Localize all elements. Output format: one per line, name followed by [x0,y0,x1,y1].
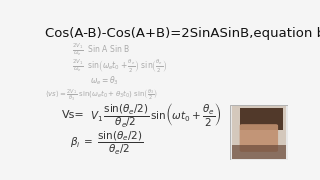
Bar [232,145,285,159]
Text: $\frac{2V_1}{\omega_e}$  $\sin\!\left(\omega_e t_0 + \frac{\theta_e}{2}\right)$ : $\frac{2V_1}{\omega_e}$ $\sin\!\left(\om… [72,57,168,75]
Text: $\omega_e = \theta_3$: $\omega_e = \theta_3$ [90,75,118,87]
Text: $V_1\,\dfrac{\sin(\theta_e/2)}{\theta_e/2}\,\sin\!\left(\omega t_0 + \dfrac{\the: $V_1\,\dfrac{\sin(\theta_e/2)}{\theta_e/… [90,101,221,130]
FancyBboxPatch shape [240,124,278,152]
Text: $\langle vs \rangle = \frac{2V_1}{\theta_3}$ $\sin\!\left(\omega_e t_0 + \theta_: $\langle vs \rangle = \frac{2V_1}{\theta… [45,87,158,103]
Bar [230,105,288,160]
Text: $\frac{2V_1}{\omega_e}$  Sin A Sin B: $\frac{2V_1}{\omega_e}$ Sin A Sin B [72,41,130,58]
Bar [232,106,285,159]
Bar [240,107,283,130]
Text: Vs=: Vs= [62,110,85,120]
Text: $\beta_i \;=\; \dfrac{\sin(\theta_e/2)}{\theta_e/2}$: $\beta_i \;=\; \dfrac{\sin(\theta_e/2)}{… [70,130,143,157]
Text: Cos(A-B)-Cos(A+B)=2SinASinB,equation become:: Cos(A-B)-Cos(A+B)=2SinASinB,equation bec… [45,27,320,40]
